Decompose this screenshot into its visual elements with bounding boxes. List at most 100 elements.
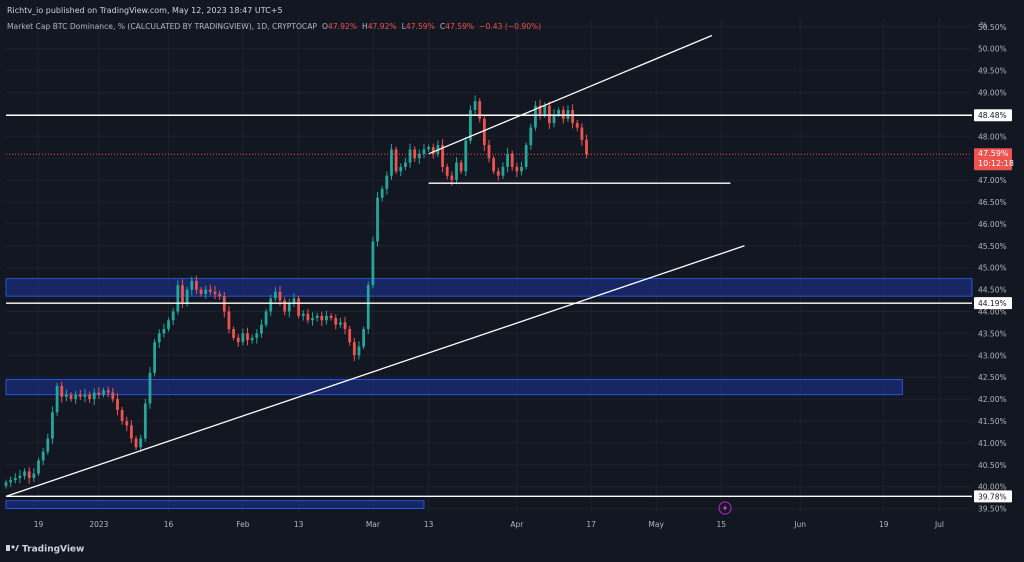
candle[interactable] [566, 105, 570, 122]
candle[interactable] [157, 329, 161, 348]
candle[interactable] [88, 391, 91, 403]
candle[interactable] [399, 163, 403, 177]
candle[interactable] [320, 311, 324, 327]
candle[interactable] [482, 114, 486, 151]
candle[interactable] [301, 310, 305, 321]
candle[interactable] [199, 286, 203, 297]
candle[interactable] [464, 136, 468, 177]
candle[interactable] [371, 236, 375, 289]
candle[interactable] [348, 325, 352, 346]
candle[interactable] [208, 284, 212, 295]
candle[interactable] [250, 334, 254, 344]
candle[interactable] [580, 123, 584, 146]
candle[interactable] [106, 386, 110, 398]
candle[interactable] [469, 105, 472, 144]
candle[interactable] [69, 392, 73, 402]
candle[interactable] [139, 434, 143, 453]
candle[interactable] [74, 391, 78, 404]
candle[interactable] [102, 387, 105, 398]
candle[interactable] [46, 433, 50, 455]
candle[interactable] [218, 290, 222, 300]
trend-line[interactable] [428, 34, 713, 155]
candle[interactable] [520, 161, 523, 176]
candle[interactable] [255, 329, 259, 344]
candle[interactable] [459, 159, 463, 174]
candle[interactable] [60, 381, 64, 403]
candle[interactable] [552, 109, 556, 128]
candle-layer[interactable] [4, 95, 588, 489]
candle[interactable] [306, 308, 310, 324]
candle[interactable] [455, 157, 458, 185]
candle[interactable] [18, 469, 22, 484]
candle[interactable] [116, 393, 119, 416]
candle[interactable] [394, 146, 398, 174]
candle[interactable] [32, 468, 36, 483]
candle[interactable] [311, 312, 314, 326]
candle[interactable] [41, 447, 45, 466]
candle[interactable] [167, 317, 170, 332]
candle[interactable] [260, 319, 263, 338]
candle[interactable] [287, 298, 291, 318]
candle[interactable] [97, 387, 101, 399]
candle[interactable] [190, 276, 194, 296]
candle[interactable] [404, 157, 407, 171]
candle[interactable] [515, 162, 519, 178]
candle[interactable] [585, 134, 588, 159]
candle[interactable] [362, 326, 365, 350]
candle[interactable] [422, 144, 426, 159]
candle[interactable] [283, 297, 287, 316]
candle[interactable] [352, 337, 356, 362]
drawing-lines-layer[interactable] [5, 34, 972, 498]
price-axis[interactable]: 39.50% 40.00% 40.50% 41.00% 41.50% 42.00% 42.5… [974, 23, 1012, 514]
candle[interactable] [195, 275, 198, 294]
candle[interactable] [487, 139, 491, 163]
lightning-icon[interactable] [718, 501, 732, 515]
candle[interactable] [571, 104, 574, 129]
candle[interactable] [143, 398, 147, 442]
candle[interactable] [227, 306, 231, 334]
candle[interactable] [4, 479, 8, 489]
candle[interactable] [445, 163, 449, 180]
candle[interactable] [329, 313, 333, 321]
candle[interactable] [297, 295, 300, 319]
candle[interactable] [325, 310, 328, 325]
support-resistance-zone[interactable] [5, 500, 425, 510]
support-resistance-zone[interactable] [5, 378, 903, 396]
candle[interactable] [501, 162, 505, 179]
candle[interactable] [390, 144, 393, 180]
candle[interactable] [478, 98, 482, 123]
candle[interactable] [171, 307, 175, 325]
candle[interactable] [510, 150, 514, 171]
candle[interactable] [357, 341, 361, 360]
candle[interactable] [120, 406, 124, 425]
candle[interactable] [524, 142, 528, 170]
candle[interactable] [506, 148, 509, 173]
candle[interactable] [83, 388, 87, 403]
candle[interactable] [575, 119, 579, 132]
candle[interactable] [13, 473, 17, 484]
candle[interactable] [473, 95, 477, 116]
candle[interactable] [343, 316, 347, 335]
candle[interactable] [334, 314, 338, 330]
candle[interactable] [9, 476, 13, 488]
candle[interactable] [204, 285, 208, 299]
candle[interactable] [236, 334, 240, 347]
time-axis[interactable]: 19 2023 16 Feb 13 Mar 13 Apr 17 May 15 Jun 19 Jul [34, 520, 944, 529]
candle[interactable] [78, 389, 82, 401]
candle[interactable] [23, 468, 26, 480]
candle[interactable] [417, 149, 421, 164]
candle[interactable] [441, 139, 444, 173]
candle[interactable] [111, 387, 115, 403]
candle[interactable] [376, 191, 379, 247]
candle[interactable] [130, 420, 133, 443]
candle[interactable] [162, 323, 166, 338]
candle[interactable] [431, 143, 435, 159]
candle[interactable] [492, 155, 496, 174]
candle[interactable] [241, 328, 245, 346]
candle[interactable] [125, 416, 129, 432]
candle[interactable] [385, 171, 389, 195]
candle[interactable] [273, 287, 277, 302]
candle[interactable] [529, 123, 533, 150]
